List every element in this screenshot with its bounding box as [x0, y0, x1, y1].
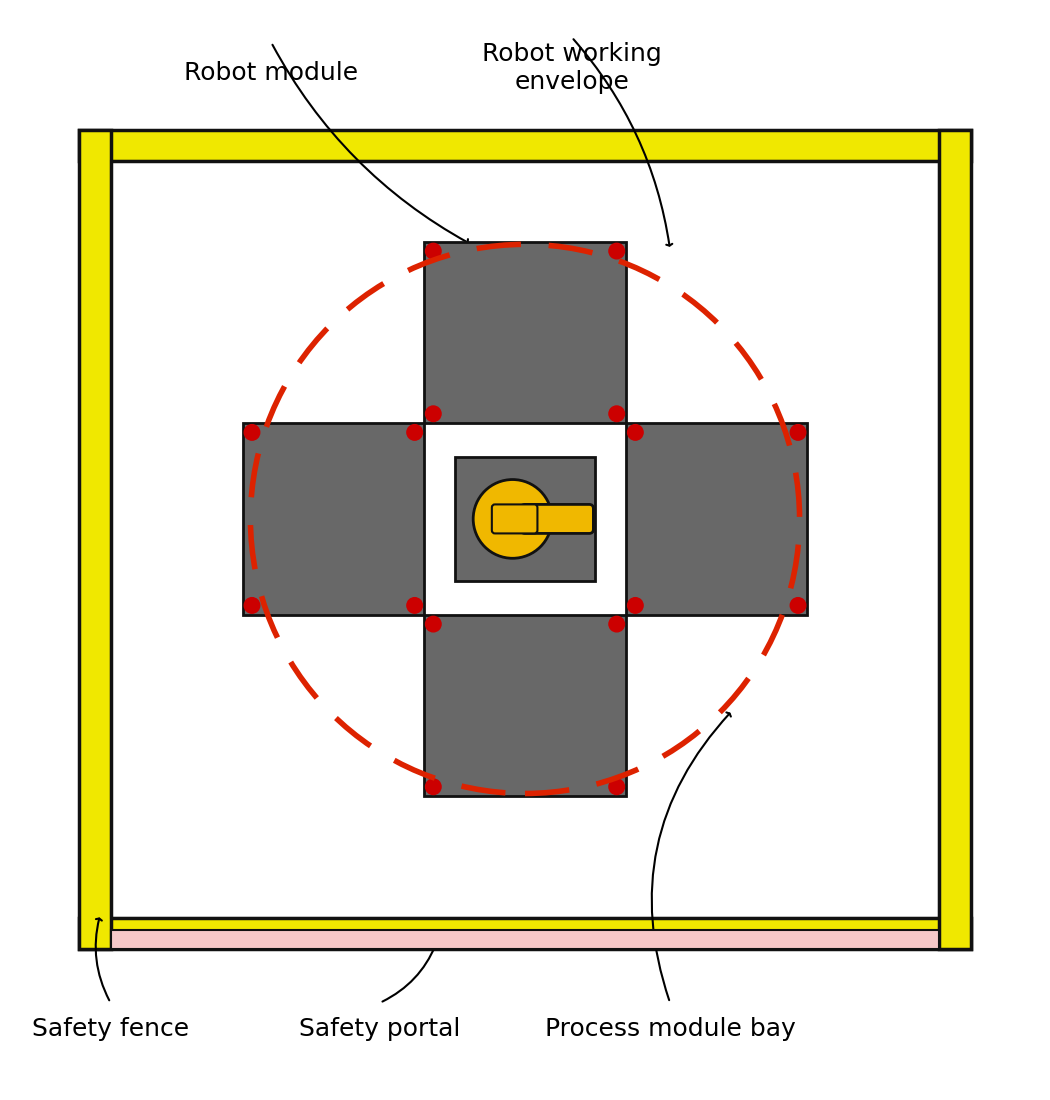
Circle shape	[245, 597, 259, 613]
Circle shape	[425, 406, 441, 421]
Text: Process module bay: Process module bay	[545, 1016, 796, 1041]
Bar	[110, 162, 940, 917]
Bar	[80, 131, 110, 949]
Bar	[940, 131, 970, 949]
Circle shape	[609, 406, 625, 421]
Circle shape	[407, 597, 422, 613]
Bar	[110, 931, 940, 949]
Bar	[424, 242, 626, 424]
Bar	[110, 162, 940, 917]
Circle shape	[245, 425, 259, 440]
Text: Robot module: Robot module	[184, 62, 358, 86]
Text: Safety fence: Safety fence	[32, 1016, 189, 1041]
Bar	[424, 615, 626, 796]
Circle shape	[628, 597, 643, 613]
Circle shape	[425, 616, 441, 631]
Circle shape	[609, 243, 625, 258]
Bar	[80, 917, 970, 949]
Text: Robot working
envelope: Robot working envelope	[482, 42, 662, 95]
Bar	[455, 456, 595, 581]
FancyBboxPatch shape	[491, 505, 538, 534]
Circle shape	[425, 779, 441, 794]
Circle shape	[791, 425, 805, 440]
Circle shape	[609, 616, 625, 631]
Bar	[243, 424, 424, 615]
Circle shape	[609, 779, 625, 794]
Bar	[626, 424, 807, 615]
Circle shape	[425, 243, 441, 258]
Ellipse shape	[474, 480, 552, 559]
Circle shape	[628, 425, 643, 440]
FancyBboxPatch shape	[521, 505, 593, 534]
Text: Safety portal: Safety portal	[299, 1016, 461, 1041]
Circle shape	[791, 597, 805, 613]
Circle shape	[407, 425, 422, 440]
Bar	[80, 131, 970, 162]
